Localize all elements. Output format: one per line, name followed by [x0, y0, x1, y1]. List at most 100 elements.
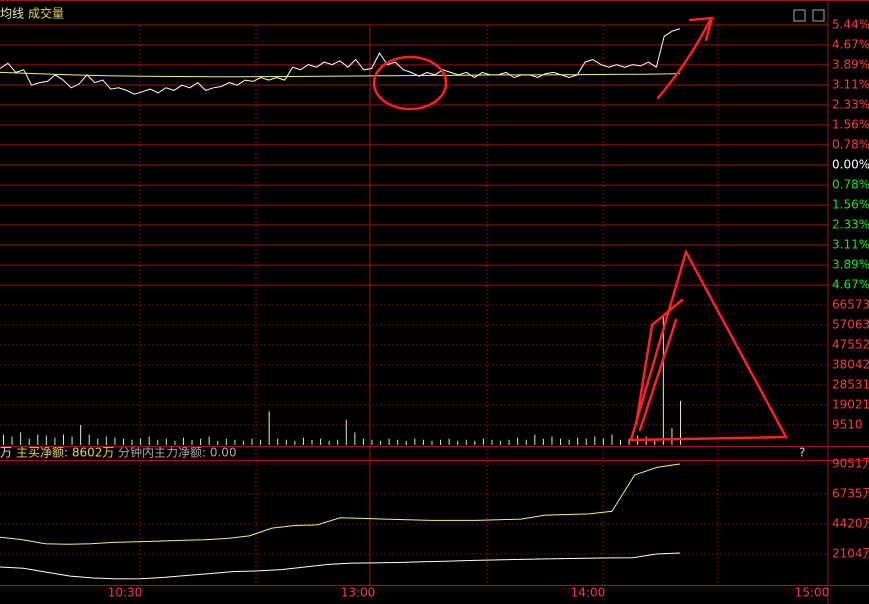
- y-tick-label: 0.00%: [832, 158, 869, 172]
- volume-bar: [345, 419, 347, 445]
- volume-bar: [54, 437, 56, 445]
- volume-bar: [594, 436, 596, 445]
- volume-bar: [568, 439, 570, 445]
- volume-bar: [465, 439, 467, 445]
- panel-label: 均线: [0, 7, 24, 21]
- triangle-annotation: [629, 248, 789, 442]
- volume-bar: [217, 440, 219, 445]
- y-tick-label: 3.11%: [832, 77, 869, 91]
- annotation: 主买净额: 8602万: [16, 446, 114, 460]
- icon-button[interactable]: [812, 9, 825, 22]
- y-tick-label: 1.56%: [832, 117, 869, 131]
- volume-bar: [45, 435, 47, 445]
- volume-bar: [174, 440, 176, 445]
- volume-bar: [457, 440, 459, 445]
- circle-annotation: [372, 55, 448, 111]
- volume-bar: [662, 316, 664, 445]
- volume-bar: [680, 400, 681, 445]
- volume-bar: [328, 440, 330, 445]
- volume-bar: [260, 439, 262, 445]
- y-tick-label: 4.67%: [832, 37, 869, 51]
- series-line: [0, 71, 681, 78]
- help-button[interactable]: ?: [799, 446, 805, 460]
- y-tick-label: 3.89%: [832, 57, 869, 71]
- volume-bar: [285, 439, 287, 445]
- volume-bar: [11, 436, 13, 445]
- panel-label: 成交量: [28, 6, 64, 21]
- x-tick-label: 14:00: [571, 586, 606, 600]
- y-tick-label: 28531: [832, 378, 869, 392]
- volume-bar: [577, 437, 579, 445]
- y-tick-label: 2104万: [832, 546, 869, 560]
- volume-bar: [131, 439, 133, 445]
- volume-bar: [28, 438, 30, 445]
- y-tick-label: 9510: [832, 418, 863, 432]
- y-tick-label: 0.78%: [832, 178, 869, 192]
- series-line: [0, 552, 681, 580]
- volume-bar: [508, 439, 510, 445]
- volume-bar: [380, 440, 382, 445]
- volume-bar: [311, 439, 313, 445]
- volume-bar: [500, 440, 502, 445]
- y-tick-label: 38042: [832, 357, 869, 371]
- volume-bar: [474, 440, 476, 445]
- volume-bar: [422, 439, 424, 445]
- panel-label: 万: [0, 446, 12, 460]
- volume-bar: [105, 436, 107, 445]
- volume-bar: [517, 437, 519, 445]
- hand-annotations: [372, 16, 789, 442]
- volume-bar: [157, 439, 159, 445]
- volume-bar: [371, 439, 373, 445]
- volume-bar: [620, 439, 622, 445]
- volume-bar: [525, 439, 527, 445]
- volume-bar: [448, 438, 450, 445]
- volume-bar: [191, 439, 193, 445]
- volume-bar: [440, 439, 442, 445]
- volume-bar: [654, 438, 656, 445]
- volume-bar: [628, 438, 630, 445]
- annotation: 分钟内主力净额: 0.00: [118, 445, 237, 460]
- volume-bar: [80, 425, 82, 445]
- volume-bar: [208, 436, 210, 445]
- volume-bar: [277, 438, 279, 445]
- y-tick-label: 0.78%: [832, 137, 869, 151]
- volume-bar: [182, 437, 184, 445]
- y-tick-label: 4.67%: [832, 278, 869, 292]
- volume-bar: [3, 434, 4, 445]
- y-tick-label: 6735万: [832, 487, 869, 501]
- icon-button[interactable]: [793, 9, 806, 22]
- volume-bar: [585, 438, 587, 445]
- volume-bar: [534, 434, 536, 445]
- volume-bar: [37, 434, 39, 445]
- y-tick-label: 2.33%: [832, 98, 869, 112]
- volume-bar: [88, 434, 90, 445]
- x-tick-label: 15:00: [795, 586, 830, 600]
- y-tick-label: 3.89%: [832, 258, 869, 272]
- volume-bar: [414, 438, 416, 445]
- volume-bar: [62, 434, 64, 445]
- series-line: [0, 463, 681, 545]
- volume-bar: [362, 438, 364, 445]
- volume-bar: [140, 438, 142, 445]
- volume-bar: [294, 440, 296, 445]
- y-tick-label: 3.11%: [832, 238, 869, 252]
- volume-bar: [165, 438, 167, 445]
- volume-bar: [268, 411, 270, 445]
- volume-bar: [611, 434, 613, 445]
- volume-bar: [71, 436, 73, 445]
- y-tick-label: 2.33%: [832, 217, 869, 231]
- volume-bar: [482, 438, 484, 445]
- volume-bar: [671, 428, 673, 445]
- volume-bar: [388, 438, 390, 445]
- volume-bar: [551, 436, 553, 445]
- y-tick-label: 9051万: [832, 456, 869, 470]
- volume-bar: [225, 438, 227, 445]
- x-tick-label: 13:00: [341, 586, 376, 600]
- volume-bar: [602, 438, 604, 445]
- volume-bar: [491, 439, 493, 445]
- volume-bar: [337, 439, 339, 445]
- volume-bar: [148, 436, 150, 445]
- volume-bar: [114, 437, 116, 445]
